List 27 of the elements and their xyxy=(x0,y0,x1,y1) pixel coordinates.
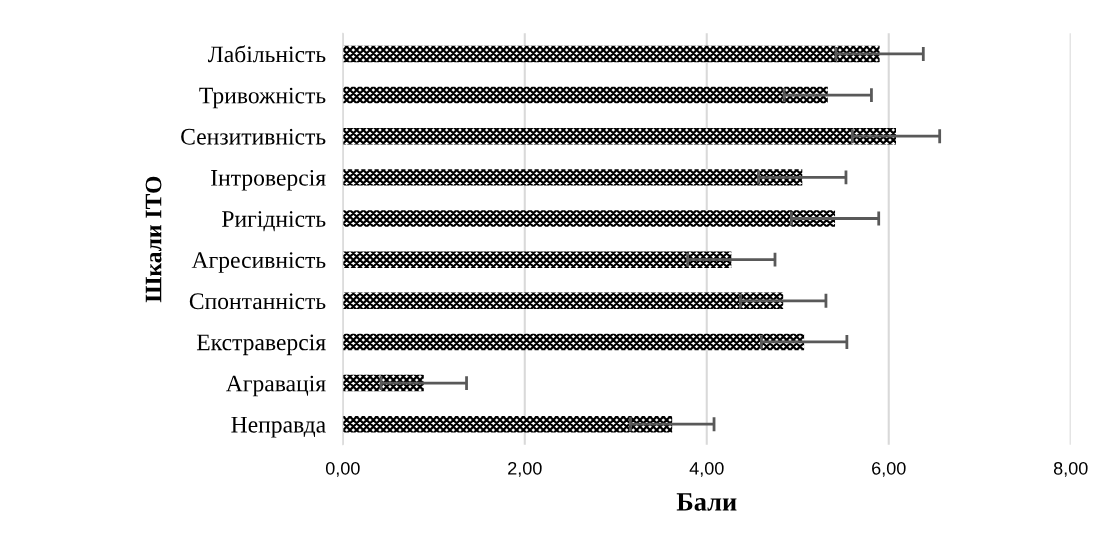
y-axis-title: Шкали ІТО xyxy=(145,176,162,303)
y-tick-label: Агресивність xyxy=(191,252,326,273)
bar xyxy=(342,374,424,392)
y-tick-label: Лабільність xyxy=(207,45,326,63)
y-tick-label: Неправда xyxy=(231,416,326,438)
x-tick-label: 2,00 xyxy=(508,461,542,477)
x-axis-title: Бали xyxy=(676,493,737,511)
bar xyxy=(342,292,784,310)
bar xyxy=(342,169,803,186)
y-tick-label: Ригідність xyxy=(222,211,326,232)
bar xyxy=(342,127,897,145)
x-tick-label: 0,00 xyxy=(325,461,360,477)
y-tick-label: Інтроверсія xyxy=(211,169,326,191)
bar xyxy=(342,210,836,227)
y-tick-label: Екстраверсія xyxy=(196,334,326,356)
bar xyxy=(342,45,880,63)
y-tick-label: Сензитивність xyxy=(181,128,326,145)
x-tick-label: 6,00 xyxy=(872,461,906,477)
bar xyxy=(342,333,805,351)
y-tick-label: Тривожність xyxy=(199,87,326,109)
x-tick-label: 4,00 xyxy=(689,461,724,477)
bar xyxy=(342,86,828,104)
y-tick-label: Спонтанність xyxy=(189,293,326,310)
bar xyxy=(342,251,732,268)
bar xyxy=(342,416,673,433)
y-tick-label: Агравація xyxy=(225,375,326,397)
x-tick-label: 8,00 xyxy=(1053,461,1088,477)
